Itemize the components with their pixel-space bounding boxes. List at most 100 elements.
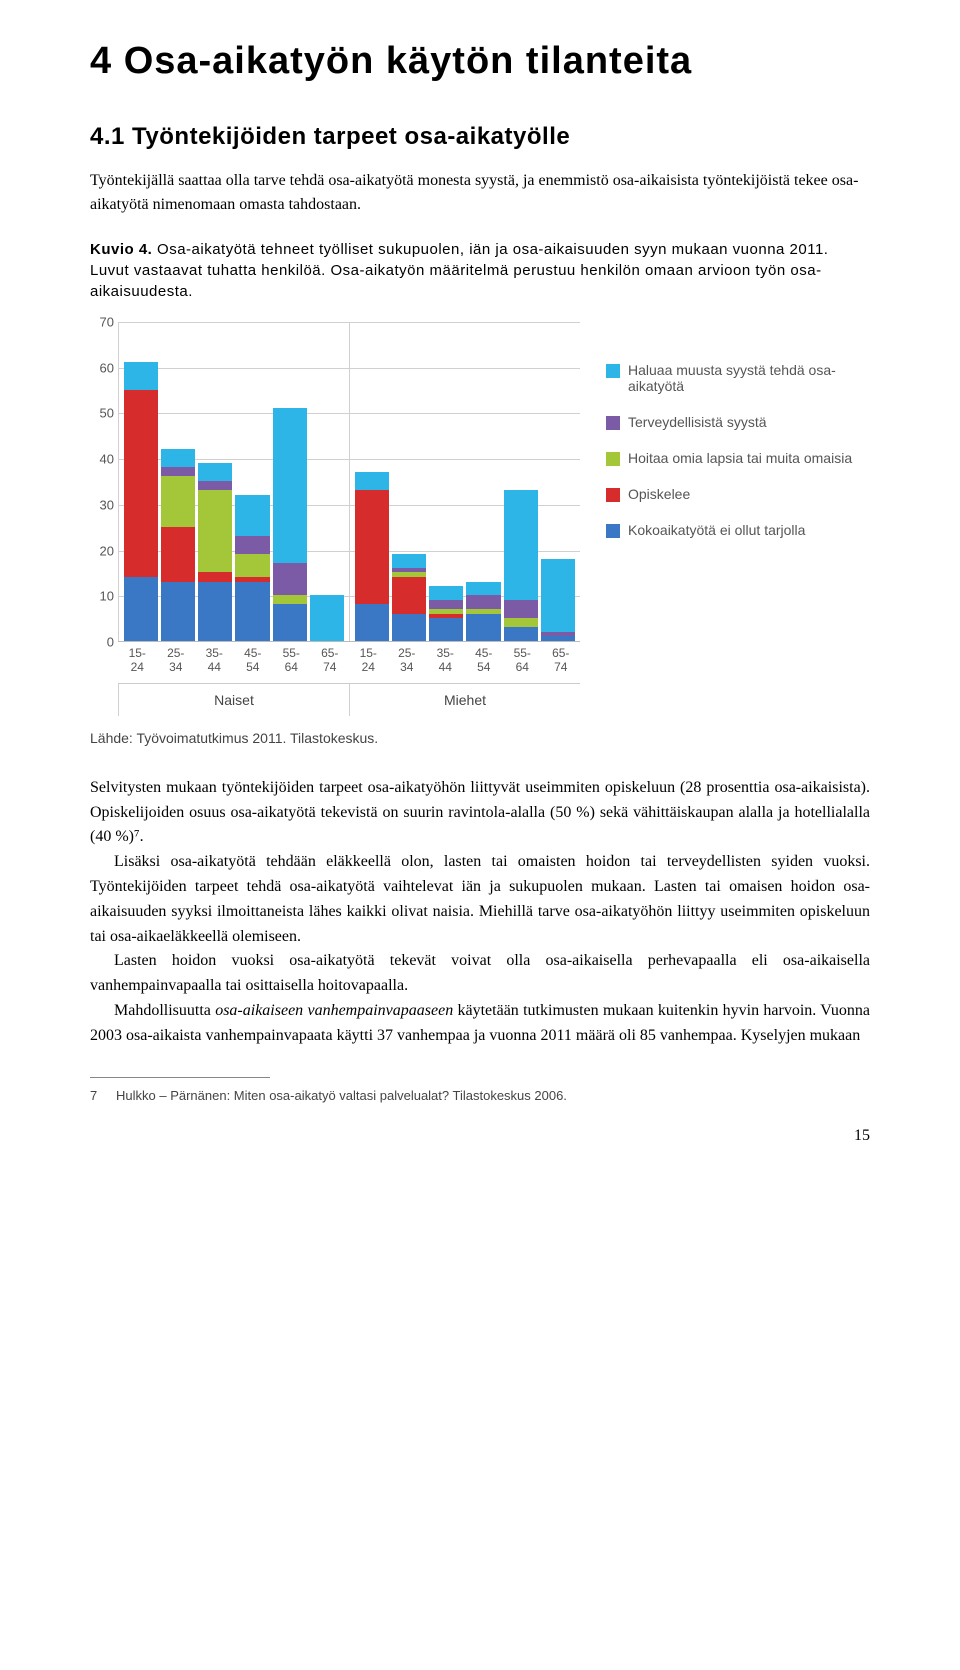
stacked-bar: [124, 362, 158, 641]
stacked-bar: [273, 408, 307, 641]
y-tick-label: 30: [90, 497, 114, 512]
stacked-bar: [504, 490, 538, 641]
stacked-bar: [310, 595, 344, 641]
body-paragraph: Lisäksi osa-aikatyötä tehdään eläkkeellä…: [90, 850, 870, 949]
y-tick-label: 70: [90, 315, 114, 330]
bar-segment: [198, 582, 232, 641]
legend-swatch: [606, 364, 620, 378]
chart-plot-area: 010203040506070 15-2425-3435-4445-5455-6…: [90, 322, 580, 716]
stacked-bar: [198, 463, 232, 641]
bar-segment: [161, 476, 195, 526]
bar-segment: [124, 362, 158, 389]
body-text: Selvitysten mukaan työntekijöiden tarpee…: [90, 776, 870, 1049]
stacked-bar: [161, 449, 195, 641]
bar-segment: [273, 563, 307, 595]
bar-segment: [235, 582, 269, 641]
x-tick-label: 25-34: [157, 642, 196, 683]
legend-label: Haluaa muusta syystä tehdä osa-aikatyötä: [628, 362, 870, 394]
x-tick-label: 55-64: [272, 642, 311, 683]
intro-paragraph: Työntekijällä saattaa olla tarve tehdä o…: [90, 169, 870, 217]
legend-label: Terveydellisistä syystä: [628, 414, 767, 430]
body-paragraph: Mahdollisuutta osa-aikaiseen vanhempainv…: [90, 999, 870, 1049]
bar-segment: [124, 577, 158, 641]
stacked-bar: [235, 495, 269, 641]
caption-label: Kuvio 4.: [90, 241, 152, 258]
legend-item: Kokoaikatyötä ei ollut tarjolla: [606, 522, 870, 538]
bar-segment: [161, 582, 195, 641]
bar-segment: [198, 481, 232, 490]
bar-segment: [355, 490, 389, 604]
y-tick-label: 60: [90, 360, 114, 375]
legend-item: Opiskelee: [606, 486, 870, 502]
bar-segment: [541, 636, 575, 641]
y-tick-label: 20: [90, 543, 114, 558]
bar-segment: [429, 618, 463, 641]
chart-legend: Haluaa muusta syystä tehdä osa-aikatyötä…: [580, 322, 870, 716]
bar-segment: [392, 554, 426, 568]
x-tick-label: 65-74: [542, 642, 581, 683]
bar-segment: [273, 595, 307, 604]
bar-segment: [541, 559, 575, 632]
bar-segment: [504, 618, 538, 627]
caption-text: Osa-aikatyötä tehneet työlliset sukupuol…: [90, 241, 828, 300]
body-paragraph: Selvitysten mukaan työntekijöiden tarpee…: [90, 776, 870, 850]
footnote: 7 Hulkko – Pärnänen: Miten osa-aikatyö v…: [90, 1088, 870, 1103]
bar-segment: [161, 449, 195, 467]
stacked-bar: [429, 586, 463, 641]
chart-source: Lähde: Työvoimatutkimus 2011. Tilastokes…: [90, 730, 870, 746]
x-group-label: Miehet: [349, 684, 580, 716]
x-tick-label: 25-34: [388, 642, 427, 683]
y-tick-label: 10: [90, 589, 114, 604]
bar-segment: [466, 582, 500, 596]
chart-container: 010203040506070 15-2425-3435-4445-5455-6…: [90, 322, 870, 716]
bar-segment: [235, 536, 269, 554]
bar-segment: [504, 627, 538, 641]
y-tick-label: 50: [90, 406, 114, 421]
page-number: 15: [90, 1127, 870, 1145]
x-tick-label: 35-44: [426, 642, 465, 683]
bar-segment: [355, 604, 389, 641]
x-tick-label: 35-44: [195, 642, 234, 683]
body-paragraph: Lasten hoidon vuoksi osa-aikatyötä tekev…: [90, 949, 870, 999]
figure-caption: Kuvio 4. Osa-aikatyötä tehneet työlliset…: [90, 239, 870, 302]
x-tick-label: 65-74: [311, 642, 350, 683]
legend-swatch: [606, 452, 620, 466]
x-tick-label: 15-24: [349, 642, 388, 683]
stacked-bar: [355, 472, 389, 641]
x-tick-label: 45-54: [465, 642, 504, 683]
footnote-number: 7: [90, 1088, 116, 1103]
bar-segment: [429, 586, 463, 600]
stacked-bar: [541, 559, 575, 641]
bar-segment: [504, 600, 538, 618]
legend-item: Terveydellisistä syystä: [606, 414, 870, 430]
legend-label: Hoitaa omia lapsia tai muita omaisia: [628, 450, 852, 466]
stacked-bar: [466, 582, 500, 641]
y-tick-label: 40: [90, 452, 114, 467]
footnote-text: Hulkko – Pärnänen: Miten osa-aikatyö val…: [116, 1088, 567, 1103]
legend-item: Hoitaa omia lapsia tai muita omaisia: [606, 450, 870, 466]
bar-segment: [235, 495, 269, 536]
x-tick-label: 45-54: [234, 642, 273, 683]
page-title: 4 Osa-aikatyön käytön tilanteita: [90, 40, 870, 83]
bar-segment: [161, 527, 195, 582]
bar-segment: [392, 614, 426, 641]
bar-segment: [198, 572, 232, 581]
x-tick-label: 55-64: [503, 642, 542, 683]
bar-segment: [235, 554, 269, 577]
footnote-rule: [90, 1077, 270, 1078]
bar-segment: [273, 408, 307, 563]
legend-item: Haluaa muusta syystä tehdä osa-aikatyötä: [606, 362, 870, 394]
bar-segment: [504, 490, 538, 600]
stacked-bar: [392, 554, 426, 641]
legend-swatch: [606, 488, 620, 502]
legend-swatch: [606, 416, 620, 430]
bar-segment: [161, 467, 195, 476]
legend-swatch: [606, 524, 620, 538]
bar-segment: [355, 472, 389, 490]
bar-segment: [273, 604, 307, 641]
bar-segment: [124, 390, 158, 577]
bar-segment: [310, 595, 344, 641]
bar-group: [118, 322, 349, 641]
y-tick-label: 0: [90, 635, 114, 650]
bar-segment: [429, 600, 463, 609]
